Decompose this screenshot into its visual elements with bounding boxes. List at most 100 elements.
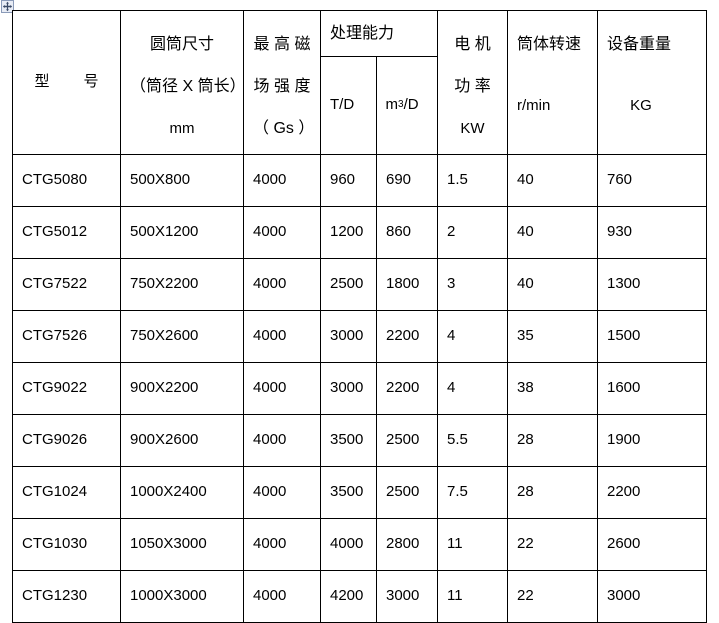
header-drum-speed-line1: 筒体转速 <box>517 35 582 53</box>
cell-size: 750X2200 <box>120 258 244 311</box>
header-cell-weight: 设备重量 KG <box>597 10 707 155</box>
header-cell-motor: 电 机 功 率 KW <box>437 10 508 155</box>
table-row: CTG9026 900X2600 4000 3500 2500 5.5 28 1900 <box>12 414 707 467</box>
cell-model: CTG9022 <box>12 362 121 415</box>
header-drum-speed-line2: r/min <box>517 96 551 114</box>
table-row: CTG7526 750X2600 4000 3000 2200 4 35 1500 <box>12 310 707 363</box>
cell-td: 3000 <box>320 310 377 363</box>
header-field-line2: 场 强 度 <box>253 77 311 95</box>
table-row: CTG5012 500X1200 4000 1200 860 2 40 930 <box>12 206 707 259</box>
header-field-line3: （ Gs ） <box>253 119 315 137</box>
cell-kw: 11 <box>437 570 508 623</box>
cell-kg: 930 <box>597 206 707 259</box>
cell-kw: 1.5 <box>437 154 508 207</box>
header-drum-size-line2: （筒径 X 筒长） <box>130 78 246 96</box>
header-drum-size-line3: mm <box>169 119 195 137</box>
header-weight-line2: KG <box>630 96 652 114</box>
cell-field: 4000 <box>243 570 321 623</box>
cell-field: 4000 <box>243 310 321 363</box>
cell-size: 900X2600 <box>120 414 244 467</box>
cell-size: 750X2600 <box>120 310 244 363</box>
cell-rpm: 40 <box>507 154 598 207</box>
table-row: CTG7522 750X2200 4000 2500 1800 3 40 1300 <box>12 258 707 311</box>
cell-field: 4000 <box>243 414 321 467</box>
cell-field: 4000 <box>243 466 321 519</box>
header-motor-line1: 电 机 <box>454 35 491 53</box>
table-body: 型号 圆筒尺寸 （筒径 X 筒长） mm 最 高 磁 场 强 度 （ Gs ） <box>12 10 707 623</box>
cell-kw: 3 <box>437 258 508 311</box>
cell-size: 500X800 <box>120 154 244 207</box>
cell-model: CTG9026 <box>12 414 121 467</box>
cell-model: CTG1230 <box>12 570 121 623</box>
cell-rpm: 28 <box>507 466 598 519</box>
header-model-char2: 号 <box>83 73 99 91</box>
table-row: CTG9022 900X2200 4000 3000 2200 4 38 1600 <box>12 362 707 415</box>
cell-td: 3500 <box>320 466 377 519</box>
header-motor-line3: KW <box>460 119 485 137</box>
header-capacity-title: 处理能力 <box>321 12 437 57</box>
table-header-row: 型号 圆筒尺寸 （筒径 X 筒长） mm 最 高 磁 场 强 度 （ Gs ） <box>12 10 707 155</box>
cell-m3d: 1800 <box>376 258 438 311</box>
cell-kw: 7.5 <box>437 466 508 519</box>
cell-field: 4000 <box>243 258 321 311</box>
cell-td: 4000 <box>320 518 377 571</box>
cell-model: CTG1030 <box>12 518 121 571</box>
cell-td: 1200 <box>320 206 377 259</box>
cell-td: 3000 <box>320 362 377 415</box>
cell-m3d: 2200 <box>376 362 438 415</box>
header-cell-drum-speed: 筒体转速 r/min <box>507 10 598 155</box>
cell-m3d: 2200 <box>376 310 438 363</box>
cell-rpm: 38 <box>507 362 598 415</box>
table-row: CTG1030 1050X3000 4000 4000 2800 11 22 2600 <box>12 518 707 571</box>
cell-m3d: 2500 <box>376 414 438 467</box>
cell-rpm: 22 <box>507 570 598 623</box>
cell-m3d: 860 <box>376 206 438 259</box>
cell-m3d: 690 <box>376 154 438 207</box>
cell-size: 900X2200 <box>120 362 244 415</box>
move-handle-icon <box>2 1 13 12</box>
cell-model: CTG7522 <box>12 258 121 311</box>
spec-table-container: 型号 圆筒尺寸 （筒径 X 筒长） mm 最 高 磁 场 强 度 （ Gs ） <box>12 10 707 623</box>
cell-kw: 11 <box>437 518 508 571</box>
cell-model: CTG7526 <box>12 310 121 363</box>
header-field-line1: 最 高 磁 <box>253 35 311 53</box>
header-cell-field-strength: 最 高 磁 场 强 度 （ Gs ） <box>243 10 321 155</box>
cell-td: 3500 <box>320 414 377 467</box>
cell-td: 4200 <box>320 570 377 623</box>
cell-kg: 3000 <box>597 570 707 623</box>
cell-model: CTG1024 <box>12 466 121 519</box>
cell-m3d: 2500 <box>376 466 438 519</box>
cell-rpm: 22 <box>507 518 598 571</box>
cell-rpm: 40 <box>507 258 598 311</box>
header-weight-line1: 设备重量 <box>607 35 672 53</box>
table-row: CTG1230 1000X3000 4000 4200 3000 11 22 3000 <box>12 570 707 623</box>
table-row: CTG1024 1000X2400 4000 3500 2500 7.5 28 2200 <box>12 466 707 519</box>
header-drum-size-line1: 圆筒尺寸 <box>149 35 214 53</box>
header-capacity-m3d-prefix: m <box>385 95 399 113</box>
cell-rpm: 35 <box>507 310 598 363</box>
cell-model: CTG5080 <box>12 154 121 207</box>
specification-table: 型号 圆筒尺寸 （筒径 X 筒长） mm 最 高 磁 场 强 度 （ Gs ） <box>12 10 707 623</box>
header-capacity-td: T/D <box>321 56 377 154</box>
cell-kg: 2600 <box>597 518 707 571</box>
cell-m3d: 2800 <box>376 518 438 571</box>
cell-kg: 1500 <box>597 310 707 363</box>
cell-kw: 5.5 <box>437 414 508 467</box>
cell-kw: 4 <box>437 362 508 415</box>
header-cell-drum-size: 圆筒尺寸 （筒径 X 筒长） mm <box>120 10 246 155</box>
cell-kw: 4 <box>437 310 508 363</box>
cell-size: 1050X3000 <box>120 518 244 571</box>
cell-kg: 1600 <box>597 362 707 415</box>
cell-size: 500X1200 <box>120 206 244 259</box>
cell-model: CTG5012 <box>12 206 121 259</box>
cell-kw: 2 <box>437 206 508 259</box>
table-row: CTG5080 500X800 4000 960 690 1.5 40 760 <box>12 154 707 207</box>
cell-rpm: 28 <box>507 414 598 467</box>
cell-field: 4000 <box>243 518 321 571</box>
cell-rpm: 40 <box>507 206 598 259</box>
header-cell-model: 型号 <box>12 10 121 155</box>
table-move-handle[interactable] <box>1 0 14 13</box>
cell-field: 4000 <box>243 206 321 259</box>
